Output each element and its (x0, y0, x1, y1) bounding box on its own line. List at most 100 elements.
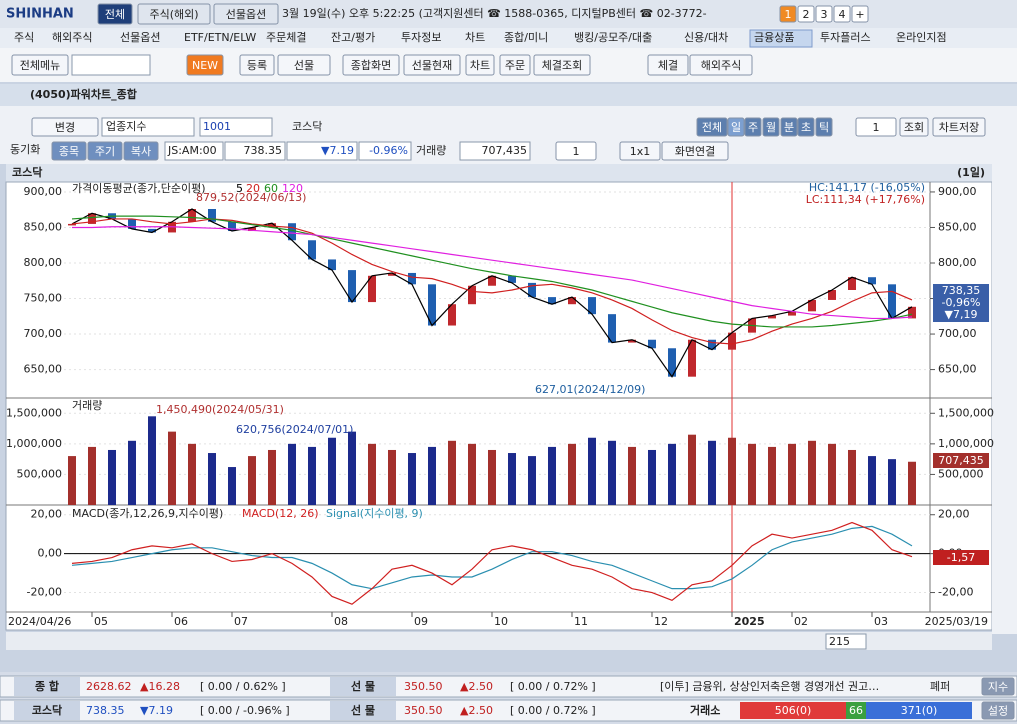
toolbar-button[interactable] (465, 54, 495, 76)
period-button[interactable] (780, 117, 798, 137)
period-button[interactable] (696, 117, 728, 137)
screen-button-label: 2 (803, 8, 810, 21)
screen-button[interactable] (851, 5, 869, 23)
save-button[interactable] (932, 117, 986, 137)
volume-bar (88, 446, 96, 505)
toolbar-button[interactable] (186, 54, 224, 76)
screen-button[interactable] (815, 5, 833, 23)
quote-tab[interactable] (51, 141, 87, 161)
period-button[interactable] (815, 117, 833, 137)
menu-item[interactable]: 금융상품 (754, 31, 794, 44)
status-name: 코스닥 (32, 703, 62, 717)
candle (528, 282, 536, 298)
volume-bar (468, 443, 476, 505)
volume-bar (348, 431, 356, 505)
status-change: ▲16.28 (140, 680, 180, 693)
status-down: 371(0) (901, 704, 938, 717)
period-button[interactable] (797, 117, 815, 137)
menu-item[interactable]: 해외주식 (52, 30, 92, 44)
x-tick-label: 02 (794, 615, 808, 628)
y-tick-label-left: 900,00 (24, 185, 63, 198)
name: 코스닥 (292, 120, 322, 133)
count-select-label: 1 (873, 121, 880, 134)
y-tick-label: 1,000,000 (938, 437, 994, 450)
toolbar-button[interactable] (239, 54, 275, 76)
menu-item[interactable]: 투자플러스 (820, 31, 871, 44)
menu-item[interactable]: 온라인지점 (896, 31, 947, 44)
layout-button[interactable] (619, 141, 661, 161)
bar-count-input[interactable] (825, 633, 867, 650)
menu-item[interactable]: 잔고/평가 (331, 31, 375, 44)
status-frange: [ 0.00 / 0.72% ] (510, 704, 596, 717)
link-button[interactable] (661, 141, 729, 161)
screen-button-label: + (855, 8, 864, 21)
bar-count: 215 (829, 635, 850, 648)
quote-tab[interactable] (123, 141, 159, 161)
query-button[interactable] (899, 117, 929, 137)
last-macd: -1,57 (947, 551, 975, 564)
volume-bar (888, 459, 896, 505)
candle (828, 290, 836, 300)
screen-button[interactable] (797, 5, 815, 23)
quote-tab[interactable] (87, 141, 123, 161)
status-price: 738.35 (86, 704, 125, 717)
volume-bar (908, 461, 916, 505)
screen-button[interactable] (779, 5, 797, 23)
menu-item[interactable]: 종합/미니 (504, 31, 548, 44)
volume-bar (668, 443, 676, 505)
candle (608, 314, 616, 343)
legend-ma: 5 (236, 182, 243, 195)
top-tab[interactable] (137, 3, 211, 25)
volume-bar (648, 449, 656, 505)
top-tab-label: 전체 (105, 8, 125, 21)
period-button[interactable] (727, 117, 745, 137)
status-button[interactable] (981, 701, 1015, 720)
code-input[interactable] (199, 117, 273, 137)
screen-button[interactable] (833, 5, 851, 23)
menu-item[interactable]: 뱅킹/공모주/대출 (574, 31, 652, 44)
top-tab[interactable] (213, 3, 279, 25)
y-tick-label: 500,000 (938, 467, 984, 480)
menu-item[interactable]: 선물옵션 (120, 31, 160, 44)
candle (348, 270, 356, 303)
toolbar-button[interactable] (533, 54, 591, 76)
candle (688, 339, 696, 377)
last-price: -0,96% (942, 296, 981, 309)
toolbar-button[interactable] (403, 54, 461, 76)
layout-count[interactable] (555, 141, 597, 161)
sector-select[interactable] (101, 117, 195, 137)
search-input[interactable] (71, 54, 151, 76)
menu-item[interactable]: 주문체결 (266, 31, 306, 44)
period-button[interactable] (744, 117, 762, 137)
toolbar-button[interactable] (342, 54, 400, 76)
status-price: 2628.62 (86, 680, 132, 693)
legend-macd-line: MACD(12, 26) (242, 507, 319, 520)
status-news[interactable]: [이투] 금융위, 상상인저축은행 경영개선 권고… (660, 680, 879, 693)
volume-bar (68, 456, 76, 505)
menu-item[interactable]: 신용/대차 (684, 31, 728, 44)
volume-low: 620,756(2024/07/01) (236, 423, 353, 436)
x-tick-label: 03 (874, 615, 888, 628)
toolbar-button[interactable] (647, 54, 689, 76)
top-tab[interactable] (97, 3, 133, 25)
toolbar-button-label: 선물현재 (412, 59, 452, 72)
menu-item[interactable]: 투자정보 (401, 31, 441, 44)
toolbar-button-label: 차트 (470, 59, 490, 72)
period-button-label: 초 (801, 121, 811, 134)
window-title: (4050)파워차트_종합 (30, 87, 137, 101)
toolbar-button[interactable] (689, 54, 753, 76)
period-button[interactable] (762, 117, 780, 137)
layout-button-label: 1x1 (630, 145, 651, 158)
candle (128, 218, 136, 229)
menu-item[interactable]: 주식 (14, 31, 34, 44)
quote-volume: 707,435 (482, 144, 528, 157)
status-button[interactable] (981, 677, 1015, 696)
menu-item[interactable]: ETF/ETN/ELW (184, 31, 256, 44)
menu-item[interactable]: 차트 (465, 31, 485, 44)
legend-price: 가격이동평균(종가,단순이평) (72, 182, 206, 195)
toolbar-button[interactable] (277, 54, 331, 76)
toolbar-button[interactable] (499, 54, 531, 76)
count-select[interactable] (855, 117, 897, 137)
change-button[interactable] (31, 117, 99, 137)
toolbar-button[interactable] (11, 54, 69, 76)
